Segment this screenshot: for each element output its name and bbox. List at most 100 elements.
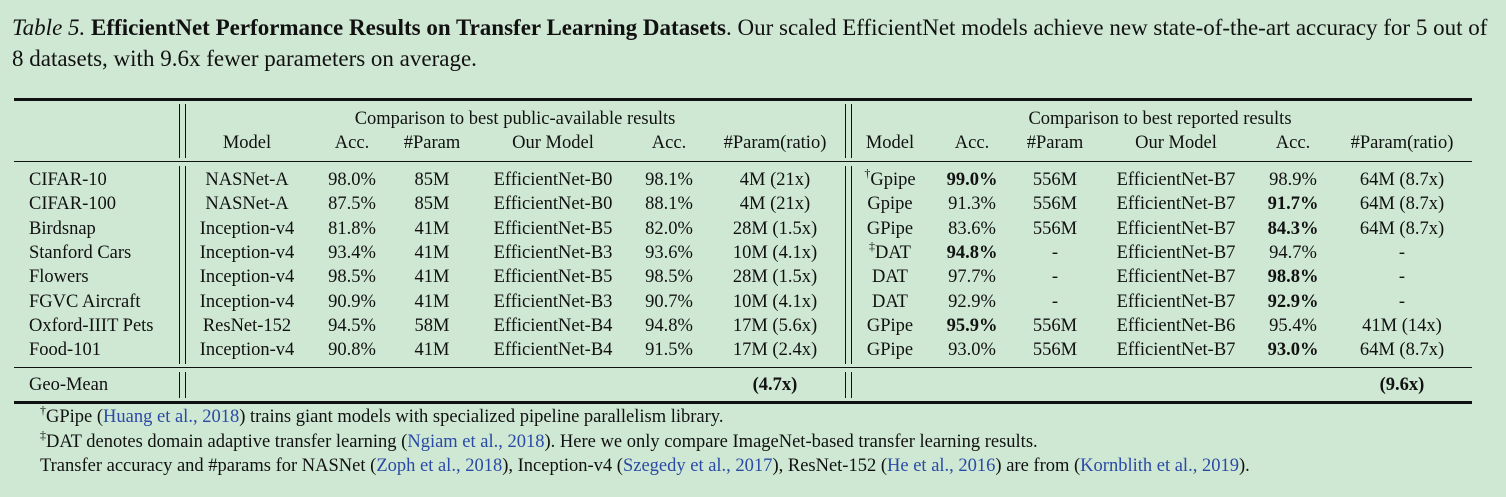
group-header-reported: Comparison to best reported results: [1028, 109, 1292, 129]
footnote-dat: ‡DAT denotes domain adaptive transfer le…: [40, 429, 1480, 455]
citation-link[interactable]: Zoph et al., 2018: [376, 456, 503, 476]
geomean-label: Geo-Mean: [29, 375, 109, 395]
column-header: #Param(ratio): [723, 133, 827, 153]
dataset-name: Stanford Cars: [29, 242, 132, 263]
table-cell: 90.9%: [328, 291, 376, 312]
table-cell: EfficientNet-B3: [493, 291, 613, 312]
table-cell: 92.9%: [1267, 291, 1319, 312]
column-header: Our Model: [1135, 133, 1217, 153]
table-cell: EfficientNet-B5: [493, 267, 613, 288]
table-cell: 41M: [414, 267, 450, 288]
table-cell: 90.7%: [645, 291, 693, 312]
table-cell: 17M (2.4x): [732, 340, 818, 361]
table-cell: 84.3%: [1267, 218, 1319, 239]
geomean-public: (4.7x): [752, 375, 798, 395]
citation-link[interactable]: Kornblith et al., 2019: [1080, 456, 1239, 476]
table-cell: 97.7%: [948, 267, 996, 288]
table-cell: 556M: [1032, 170, 1078, 190]
column-header: #Param: [1026, 133, 1084, 153]
citation-link[interactable]: Huang et al., 2018: [103, 407, 240, 427]
table-cell: 82.0%: [645, 218, 693, 239]
table-cell: 93.0%: [948, 340, 996, 361]
column-divider: [845, 104, 852, 158]
table-cell: EfficientNet-B5: [493, 218, 613, 239]
column-divider: [179, 166, 186, 364]
table-cell: 81.8%: [328, 218, 376, 239]
table-cell: 98.0%: [328, 170, 376, 190]
table-cell: EfficientNet-B3: [493, 242, 613, 263]
table-cell: EfficientNet-B4: [493, 315, 613, 336]
table-cell: EfficientNet-B0: [493, 194, 613, 215]
footnote-text: ). Here we only compare ImageNet-based t…: [544, 431, 1038, 452]
table-cell: 41M: [414, 242, 450, 263]
column-divider: [179, 372, 186, 398]
table-cell: 556M: [1032, 340, 1078, 361]
table-cell: -: [1398, 242, 1406, 263]
geomean-rule: [14, 367, 1472, 368]
table-cell: 88.1%: [645, 194, 693, 215]
table-cell: EfficientNet-B6: [1116, 315, 1236, 336]
dataset-name: FGVC Aircraft: [29, 291, 141, 312]
table-cell: GPipe: [866, 340, 914, 361]
table-cell: -: [1051, 242, 1059, 263]
table-cell: 90.8%: [328, 340, 376, 361]
table-cell: 58M: [414, 315, 450, 336]
header-rule: [14, 161, 1472, 162]
column-header: Our Model: [512, 133, 594, 153]
citation-link[interactable]: Szegedy et al., 2017: [622, 456, 773, 476]
table-cell: -: [1398, 267, 1406, 288]
table-cell: 94.8%: [946, 242, 998, 263]
table-cell: EfficientNet-B4: [493, 340, 613, 361]
table-cell: Inception-v4: [199, 267, 295, 288]
column-divider: [845, 166, 852, 364]
group-header-public: Comparison to best public-available resu…: [354, 109, 676, 129]
table-cell: ‡DAT: [869, 238, 911, 263]
table-cell: 94.7%: [1269, 242, 1317, 263]
table-cell: 95.9%: [946, 315, 998, 336]
citation-link[interactable]: Ngiam et al., 2018: [407, 431, 545, 452]
table-cell: 93.0%: [1267, 340, 1319, 361]
table-cell: 556M: [1032, 315, 1078, 336]
table-cell: ResNet-152: [202, 315, 292, 336]
bottom-rule: [14, 401, 1472, 404]
table-cell: 98.9%: [1269, 170, 1317, 190]
dataset-name: CIFAR-10: [29, 170, 107, 190]
table-cell: 41M (14x): [1362, 315, 1442, 336]
table-cell: 41M: [414, 291, 450, 312]
table-cell: 10M (4.1x): [732, 291, 818, 312]
table-cell: 92.9%: [948, 291, 996, 312]
top-rule: [14, 98, 1472, 101]
table-cell: 83.6%: [948, 218, 996, 239]
table-cell: 64M (8.7x): [1359, 170, 1445, 190]
table-cell: EfficientNet-B7: [1116, 340, 1236, 361]
table-cell: 28M (1.5x): [732, 218, 818, 239]
table-cell: 64M (8.7x): [1359, 340, 1445, 361]
table-cell: 556M: [1032, 218, 1078, 239]
table-cell: 85M: [414, 194, 450, 215]
table-cell: EfficientNet-B7: [1116, 194, 1236, 215]
footnote-text: ).: [1238, 456, 1250, 476]
caption-text: . Our scaled EfficientNet models achieve…: [12, 15, 1488, 71]
footnote-text: ), Inception-v4 (: [502, 456, 623, 476]
table-cell: 85M: [414, 170, 450, 190]
table-cell: GPipe: [866, 218, 914, 239]
table-cell: 17M (5.6x): [732, 315, 818, 336]
table-cell: Inception-v4: [199, 218, 295, 239]
table-cell: Inception-v4: [199, 291, 295, 312]
column-divider: [845, 372, 852, 398]
table-number: Table 5.: [12, 15, 86, 40]
table-footnotes: †GPipe (Huang et al., 2018) trains giant…: [40, 403, 1480, 479]
table-cell: 94.8%: [645, 315, 693, 336]
column-header: Model: [865, 133, 915, 153]
table-cell: 93.6%: [645, 242, 693, 263]
table-cell: EfficientNet-B7: [1116, 291, 1236, 312]
table-cell: EfficientNet-B7: [1116, 170, 1236, 190]
dagger-mark: †: [40, 403, 46, 417]
citation-link[interactable]: He et al., 2016: [887, 456, 996, 476]
column-header: #Param: [403, 133, 461, 153]
table-cell: 41M: [414, 340, 450, 361]
table-cell: 98.8%: [1267, 267, 1319, 288]
table-cell: DAT: [872, 291, 908, 312]
table-cell: 98.5%: [645, 267, 693, 288]
table-cell: 99.0%: [946, 170, 998, 190]
